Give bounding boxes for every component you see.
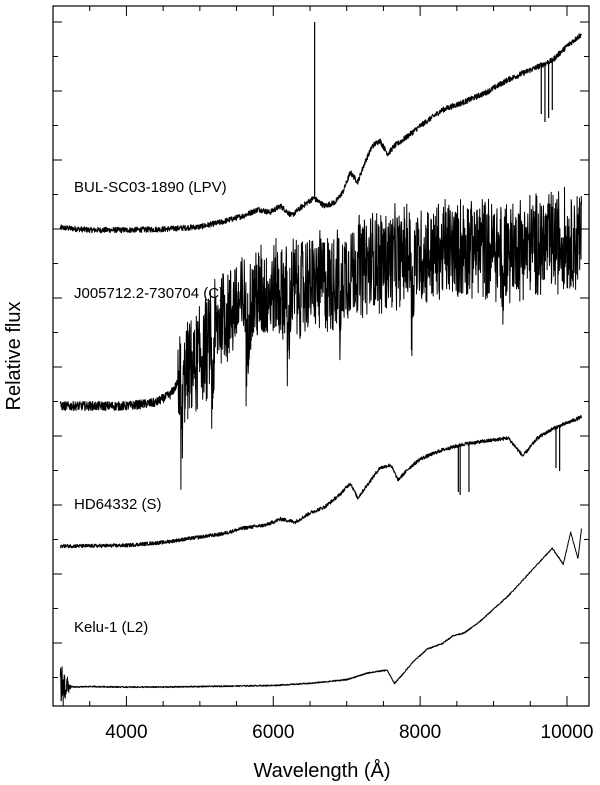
x-tick-label: 10000 xyxy=(541,722,594,743)
x-tick-label: 4000 xyxy=(105,722,147,743)
spectrum-line xyxy=(59,528,582,707)
x-tick-labels: 4000 6000 8000 10000 xyxy=(105,722,593,743)
series-label: J005712.2-730704 (C) xyxy=(74,285,224,302)
spectra-lines xyxy=(59,22,582,707)
series-label: HD64332 (S) xyxy=(74,496,162,513)
x-tick-label: 8000 xyxy=(399,722,441,743)
series-label: Kelu-1 (L2) xyxy=(74,619,148,636)
x-axis-label: Wavelength (Å) xyxy=(253,759,390,782)
spectrum-line xyxy=(59,33,582,234)
axis-ticks xyxy=(52,6,589,706)
plot-frame xyxy=(52,5,590,707)
series-label: BUL-SC03-1890 (LPV) xyxy=(74,179,227,196)
y-axis-label: Relative flux xyxy=(3,302,25,411)
spectrum-line xyxy=(59,186,582,490)
series-labels: BUL-SC03-1890 (LPV) J005712.2-730704 (C) H… xyxy=(74,179,227,636)
x-tick-label: 6000 xyxy=(252,722,294,743)
spectrum-line xyxy=(59,415,582,549)
